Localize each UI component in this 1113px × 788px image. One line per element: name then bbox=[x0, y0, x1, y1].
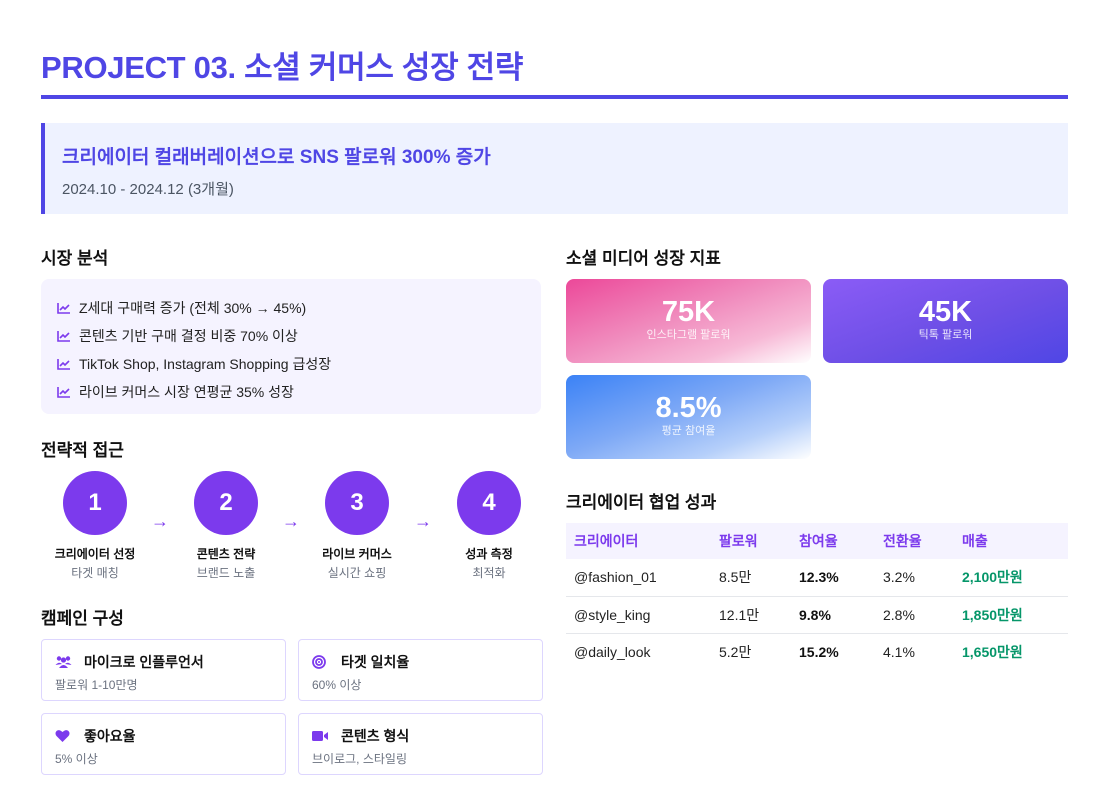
column-header-creator: 크리에이터 bbox=[566, 523, 711, 559]
creator-handle: @style_king bbox=[566, 596, 711, 634]
creator-conversion: 3.2% bbox=[875, 559, 954, 597]
creator-followers: 8.5만 bbox=[711, 559, 791, 597]
metric-label: 틱톡 팔로워 bbox=[918, 329, 973, 341]
page-title: PROJECT 03. 소셜 커머스 성장 전략 bbox=[41, 50, 524, 85]
column-header-conversion: 전환율 bbox=[875, 523, 954, 559]
market-item-text: Z세대 구매력 증가 (전체 30% → 45%) bbox=[79, 300, 307, 316]
target-icon bbox=[312, 655, 326, 669]
strategy-step-3: 3 라이브 커머스 실시간 쇼핑 bbox=[302, 471, 412, 581]
column-header-engagement: 참여율 bbox=[791, 523, 875, 559]
strategy-step-1: 1 크리에이터 선정 타겟 매칭 bbox=[40, 471, 150, 581]
metric-card-tiktok: 45K 틱톡 팔로워 bbox=[823, 279, 1068, 363]
step-number-badge: 1 bbox=[63, 471, 127, 535]
campaign-card-subtitle: 60% 이상 bbox=[312, 678, 362, 692]
title-divider bbox=[41, 95, 1068, 99]
social-metrics-heading: 소셜 미디어 성장 지표 bbox=[566, 249, 721, 268]
creator-conversion: 2.8% bbox=[875, 596, 954, 634]
highlight-title: 크리에이터 컬래버레이션으로 SNS 팔로워 300% 증가 bbox=[62, 147, 491, 168]
campaign-card-title: 마이크로 인플루언서 bbox=[84, 654, 204, 670]
creator-engagement: 12.3% bbox=[791, 559, 875, 597]
video-icon bbox=[312, 731, 328, 741]
campaign-card-subtitle: 브이로그, 스타일링 bbox=[312, 752, 407, 766]
market-item: TikTok Shop, Instagram Shopping 급성장 bbox=[57, 350, 541, 378]
campaign-heading: 캠페인 구성 bbox=[41, 609, 124, 628]
creator-revenue: 1,850만원 bbox=[954, 596, 1068, 634]
market-item-text: TikTok Shop, Instagram Shopping 급성장 bbox=[79, 356, 332, 372]
creator-engagement: 9.8% bbox=[791, 596, 875, 634]
metric-value: 45K bbox=[918, 296, 973, 328]
step-title: 콘텐츠 전략 bbox=[196, 547, 256, 561]
campaign-card-subtitle: 팔로워 1-10만명 bbox=[55, 678, 138, 692]
arrow-right-icon: → bbox=[414, 511, 432, 531]
strategy-steps: 1 크리에이터 선정 타겟 매칭 → 2 콘텐츠 전략 브랜드 노출 → 3 라… bbox=[41, 471, 541, 581]
strategy-step-2: 2 콘텐츠 전략 브랜드 노출 bbox=[171, 471, 281, 581]
creator-revenue: 2,100만원 bbox=[954, 559, 1068, 597]
creator-results-heading: 크리에이터 협업 성과 bbox=[566, 493, 717, 512]
creator-handle: @daily_look bbox=[574, 643, 651, 660]
creator-conversion: 4.1% bbox=[883, 643, 915, 660]
market-item: 콘텐츠 기반 구매 결정 비중 70% 이상 bbox=[57, 322, 541, 350]
chart-line-icon bbox=[57, 387, 70, 398]
chart-line-icon bbox=[57, 303, 70, 314]
campaign-card-like-rate: 좋아요율 5% 이상 bbox=[41, 713, 286, 775]
heart-icon bbox=[55, 730, 70, 742]
creator-followers: 5.2만 bbox=[719, 643, 752, 660]
campaign-card-content-format: 콘텐츠 형식 브이로그, 스타일링 bbox=[298, 713, 543, 775]
campaign-card-title: 타겟 일치율 bbox=[341, 654, 410, 670]
table-row: @style_king 12.1만 9.8% 2.8% 1,850만원 bbox=[566, 596, 1068, 634]
chart-line-icon bbox=[57, 331, 70, 342]
metric-card-instagram: 75K 인스타그램 팔로워 bbox=[566, 279, 811, 363]
arrow-right-icon: → bbox=[151, 511, 169, 531]
market-item-text: 라이브 커머스 시장 연평균 35% 성장 bbox=[79, 384, 294, 400]
creator-engagement: 15.2% bbox=[799, 643, 839, 660]
chart-line-icon bbox=[57, 359, 70, 370]
column-header-revenue: 매출 bbox=[954, 523, 1068, 559]
step-number-badge: 4 bbox=[457, 471, 521, 535]
campaign-card-title: 콘텐츠 형식 bbox=[341, 728, 410, 744]
arrow-right-icon: → bbox=[282, 511, 300, 531]
step-number-badge: 3 bbox=[325, 471, 389, 535]
market-item: 라이브 커머스 시장 연평균 35% 성장 bbox=[57, 378, 541, 406]
creator-followers: 12.1만 bbox=[711, 596, 791, 634]
strategy-heading: 전략적 접근 bbox=[41, 441, 124, 460]
campaign-card-target-match: 타겟 일치율 60% 이상 bbox=[298, 639, 543, 701]
step-subtitle: 브랜드 노출 bbox=[196, 566, 256, 580]
market-item: Z세대 구매력 증가 (전체 30% → 45%) bbox=[57, 294, 541, 322]
step-title: 라이브 커머스 bbox=[322, 547, 392, 561]
market-analysis-heading: 시장 분석 bbox=[41, 249, 109, 268]
step-subtitle: 타겟 매칭 bbox=[71, 566, 119, 580]
project-period: 2024.10 - 2024.12 (3개월) bbox=[62, 181, 234, 198]
campaign-card-title: 좋아요율 bbox=[84, 728, 136, 744]
metric-card-engagement: 8.5% 평균 참여율 bbox=[566, 375, 811, 459]
metric-value: 75K bbox=[661, 296, 716, 328]
project-highlight-box: 크리에이터 컬래버레이션으로 SNS 팔로워 300% 증가 2024.10 -… bbox=[41, 123, 1068, 214]
creator-handle: @fashion_01 bbox=[566, 559, 711, 597]
campaign-card-subtitle: 5% 이상 bbox=[55, 752, 98, 766]
step-title: 성과 측정 bbox=[465, 547, 513, 561]
step-title: 크리에이터 선정 bbox=[54, 547, 136, 561]
table-row: @fashion_01 8.5만 12.3% 3.2% 2,100만원 bbox=[566, 559, 1068, 597]
campaign-card-micro-influencer: 마이크로 인플루언서 팔로워 1-10만명 bbox=[41, 639, 286, 701]
step-subtitle: 최적화 bbox=[472, 566, 506, 580]
step-number-badge: 2 bbox=[194, 471, 258, 535]
table-header-row: 크리에이터 팔로워 참여율 전환율 매출 bbox=[566, 523, 1068, 559]
metric-value: 8.5% bbox=[655, 392, 722, 424]
market-item-text: 콘텐츠 기반 구매 결정 비중 70% 이상 bbox=[79, 328, 298, 344]
users-icon bbox=[55, 656, 72, 668]
metric-label: 평균 참여율 bbox=[661, 425, 716, 437]
market-analysis-panel: Z세대 구매력 증가 (전체 30% → 45%) 콘텐츠 기반 구매 결정 비… bbox=[41, 279, 541, 414]
table-row: @daily_look 5.2만 15.2% 4.1% 1,650만원 bbox=[566, 633, 1068, 670]
metric-label: 인스타그램 팔로워 bbox=[646, 329, 731, 341]
step-subtitle: 실시간 쇼핑 bbox=[327, 566, 387, 580]
creator-revenue: 1,650만원 bbox=[962, 643, 1023, 660]
creator-results-table: 크리에이터 팔로워 참여율 전환율 매출 @fashion_01 8.5만 12… bbox=[566, 523, 1068, 670]
strategy-step-4: 4 성과 측정 최적화 bbox=[434, 471, 544, 581]
column-header-followers: 팔로워 bbox=[711, 523, 791, 559]
